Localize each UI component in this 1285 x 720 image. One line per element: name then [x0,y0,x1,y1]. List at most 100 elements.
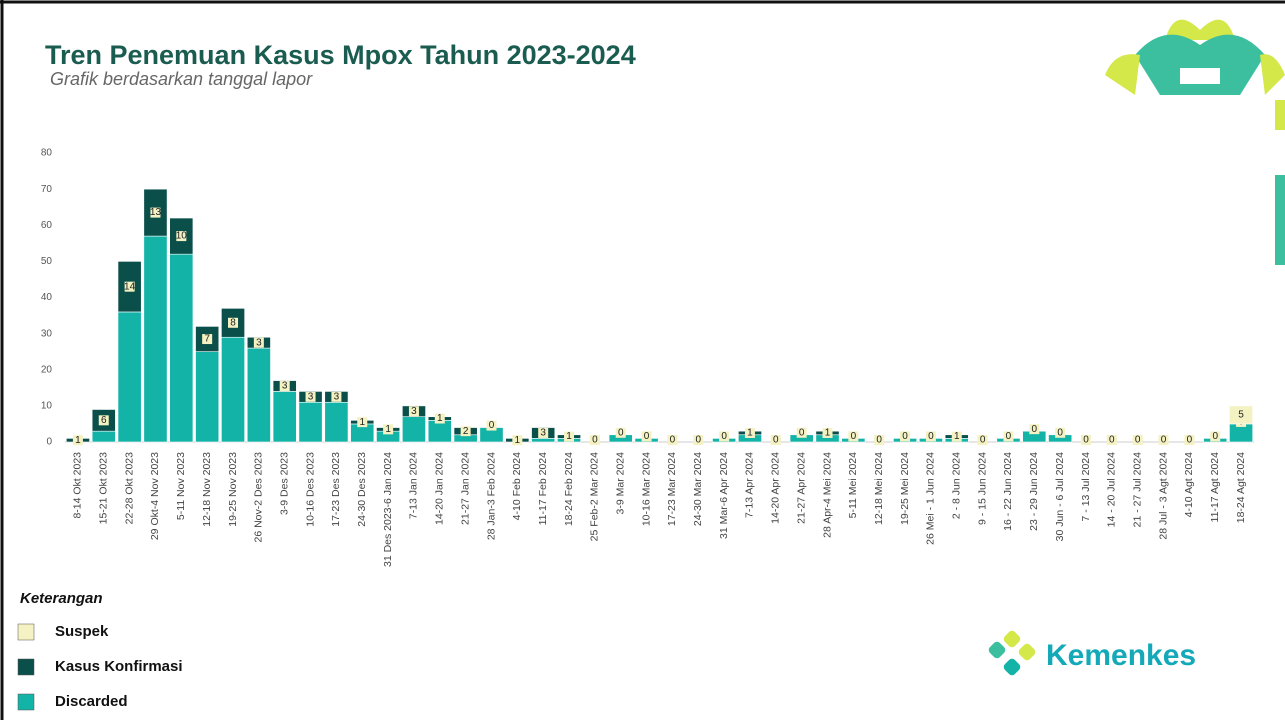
legend-label: Suspek [55,623,109,640]
x-tick-label: 21-27 Apr 2024 [795,452,807,524]
data-label: 0 [1006,431,1012,442]
bar-segment [246,347,271,443]
y-tick-label: 20 [41,364,53,375]
data-label: 0 [1083,435,1089,446]
data-label-bg [150,207,161,218]
data-label: 0 [851,431,857,442]
data-label: 1 [75,435,81,446]
y-tick-label: 70 [41,184,53,195]
x-tick-label: 28 Jan-3 Feb 2024 [485,452,497,540]
data-label-bg [667,435,678,445]
data-label: 0 [489,420,495,431]
bar-segment [531,438,556,443]
data-label: 0 [1212,431,1218,442]
data-label: 0 [773,435,779,446]
bar-segment [324,401,349,443]
brand-name: Kemenkes [1046,639,1196,672]
bar-segment [117,311,142,443]
data-label-bg [641,431,652,442]
data-label: 2 [463,426,469,437]
data-label: 1 [385,424,391,435]
y-tick-label: 80 [41,148,53,159]
data-label-bg [693,435,704,445]
data-label-bg [848,431,859,442]
data-label: 0 [721,431,727,442]
data-label: 3 [334,391,340,402]
x-tick-label: 17-23 Des 2023 [330,452,342,527]
x-tick-label: 5-11 Mei 2024 [847,452,859,519]
data-label: 0 [695,435,701,446]
x-tick-label: 30 Jun - 6 Jul 2024 [1054,452,1066,541]
data-label-bg [538,427,549,438]
x-tick-label: 12-18 Mei 2024 [873,452,885,525]
data-label-bg [460,426,471,437]
x-tick-label: 11-17 Feb 2024 [537,452,549,526]
data-label-bg [253,337,264,348]
data-label-bg [331,391,342,402]
x-tick-label: 23 - 29 Jun 2024 [1028,452,1040,531]
x-tick-label: 17-23 Mar 2024 [666,452,678,526]
x-tick-label: 24-30 Mar 2024 [692,452,704,526]
brand-logo [988,630,1036,676]
data-label: 0 [1109,435,1115,446]
x-tick-label: 14-20 Jan 2024 [434,452,446,525]
data-label: 0 [1135,435,1141,446]
data-label-bg [124,281,135,292]
x-tick-label: 7-13 Jan 2024 [408,452,420,519]
data-label: 3 [540,428,546,439]
bar-segment [402,416,426,443]
data-label-bg [874,435,885,445]
x-tick-label: 28 Apr-4 Mei 2024 [821,452,833,538]
data-label: 0 [799,427,805,438]
x-tick-label: 11-17 Agt 2024 [1209,452,1221,523]
bar-segment [221,336,245,443]
data-label-bg [357,417,368,428]
chart-title: Tren Penemuan Kasus Mpox Tahun 2023-2024 [45,40,636,70]
data-label: 1 [825,428,831,439]
data-label: 1 [566,431,572,442]
y-tick-label: 40 [41,292,53,303]
chart-subtitle: Grafik berdasarkan tanggal lapor [50,69,313,89]
data-label-bg [1132,435,1143,445]
data-label: 1 [954,431,960,442]
x-tick-label: 22-28 Okt 2023 [123,452,135,525]
data-label-bg [486,420,497,431]
x-tick-label: 14-20 Apr 2024 [770,452,782,524]
y-tick-label: 50 [41,256,53,267]
data-label: 0 [902,431,908,442]
x-tick-label: 7-13 Apr 2024 [744,452,756,518]
data-label: 0 [1057,427,1063,438]
data-label-bg [202,334,213,345]
x-tick-label: 18-24 Feb 2024 [563,452,575,526]
data-label-bg [615,427,626,438]
data-label: 0 [670,435,676,446]
data-label-bg [1210,431,1221,442]
legend-title: Keterangan [20,590,103,607]
data-label: 3 [256,337,262,348]
bar-segment [195,351,220,443]
data-label-bg [512,435,523,446]
x-tick-label: 15-21 Okt 2023 [98,452,110,525]
x-tick-label: 10-16 Mar 2024 [640,452,652,526]
data-label: 14 [124,281,136,292]
data-label: 0 [592,435,598,446]
data-label-bg [1029,424,1040,435]
x-tick-label: 10-16 Des 2023 [304,452,316,527]
x-tick-label: 31 Des 2023-6 Jan 2024 [382,452,394,567]
legend-swatch [17,658,35,676]
x-tick-label: 5-11 Nov 2023 [175,452,187,520]
x-tick-label: 29 Okt-4 Nov 2023 [149,452,161,540]
x-tick-label: 3-9 Mar 2024 [615,452,627,515]
data-label-bg [408,406,419,417]
data-label-bg [589,435,600,445]
y-tick-label: 10 [41,401,53,412]
data-label: 0 [618,427,624,438]
data-label: 1 [359,417,365,428]
bar-segment [169,253,194,443]
x-tick-label: 2 - 8 Jun 2024 [951,452,963,519]
data-label-bg [951,431,962,442]
data-label-bg [72,435,83,446]
x-tick-label: 25 Feb-2 Mar 2024 [589,452,601,541]
data-label-bg [900,431,911,442]
x-tick-label: 9 - 15 Jun 2024 [976,452,988,525]
